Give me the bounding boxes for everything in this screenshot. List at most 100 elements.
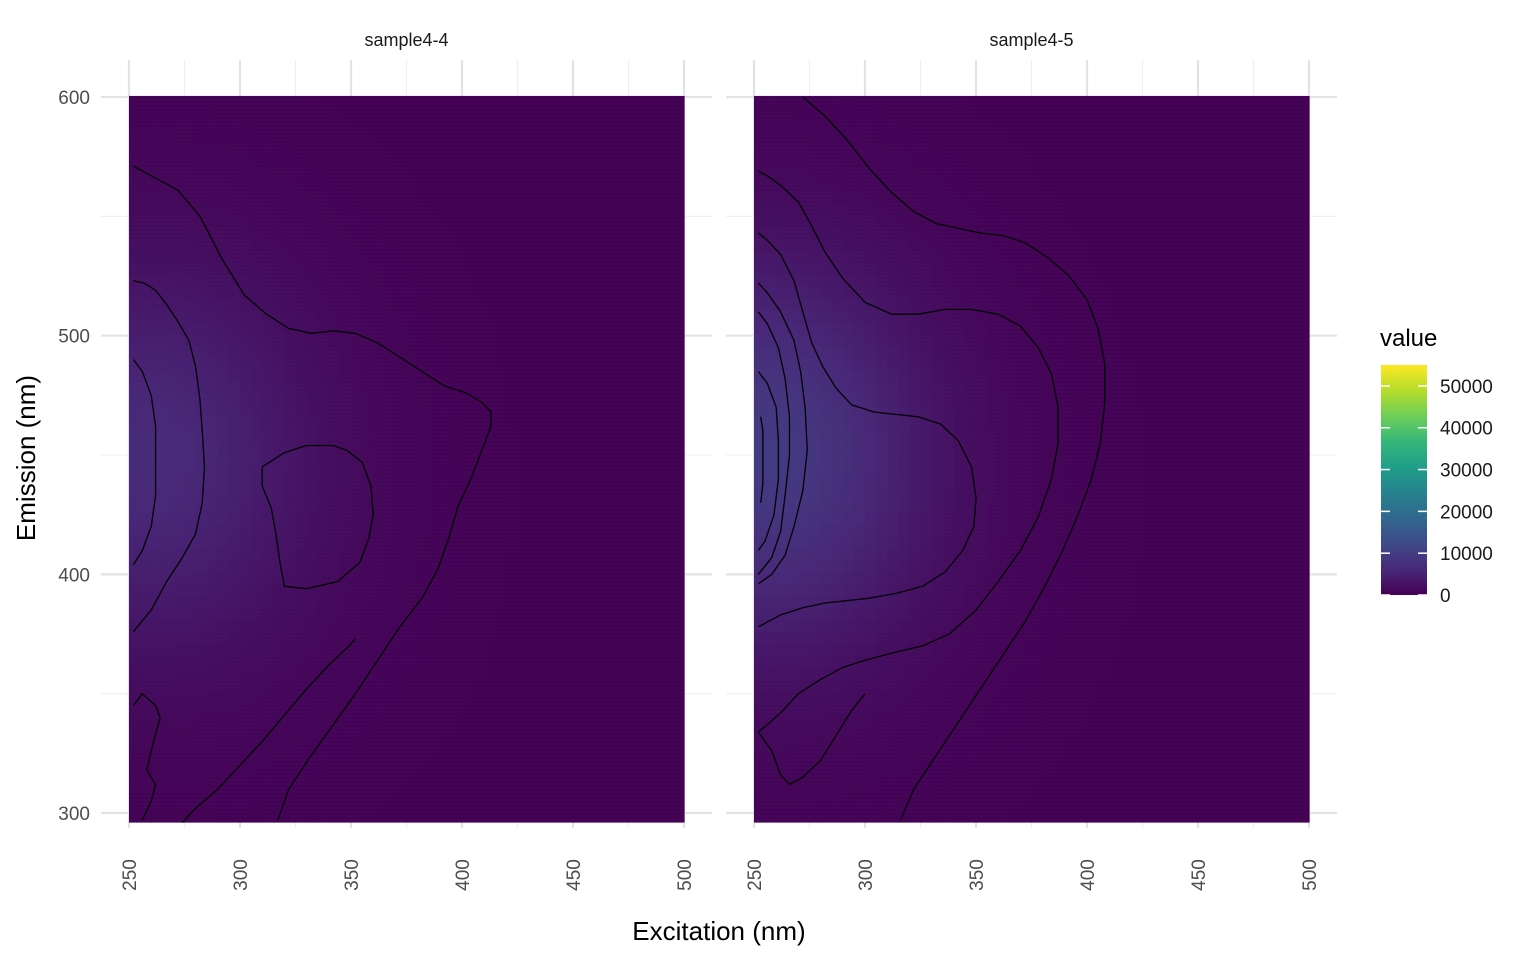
heatmap-cell: [831, 167, 844, 180]
heatmap-cell: [931, 393, 944, 407]
heatmap-cell: [1009, 417, 1021, 430]
heatmap-cell: [1031, 167, 1044, 180]
heatmap-cell: [351, 595, 363, 609]
heatmap-cell: [406, 345, 419, 359]
heatmap-cell: [295, 96, 308, 109]
heatmap-cell: [262, 643, 274, 656]
heatmap-cell: [1142, 345, 1155, 359]
heatmap-cell: [842, 238, 855, 252]
heatmap-cell: [262, 357, 274, 371]
heatmap-cell: [206, 155, 219, 169]
heatmap-cell: [140, 548, 152, 561]
heatmap-cell: [931, 131, 944, 145]
heatmap-cell: [262, 679, 274, 692]
heatmap-cell: [450, 417, 463, 430]
heatmap-cell: [262, 738, 274, 752]
heatmap-cell: [776, 310, 788, 323]
heatmap-cell: [672, 524, 685, 537]
heatmap-cell: [920, 464, 933, 478]
heatmap-cell: [295, 119, 308, 133]
heatmap-cell: [887, 131, 899, 145]
heatmap-cell: [595, 464, 607, 478]
heatmap-cell: [251, 155, 263, 169]
heatmap-cell: [395, 560, 408, 573]
heatmap-cell: [617, 714, 630, 728]
heatmap-cell: [998, 322, 1010, 335]
heatmap-cell: [661, 393, 674, 407]
heatmap-cell: [450, 203, 463, 216]
heatmap-cell: [506, 107, 519, 121]
heatmap-cell: [195, 583, 208, 597]
heatmap-cell: [809, 143, 822, 157]
heatmap-cell: [317, 322, 330, 335]
heatmap-cell: [406, 595, 419, 609]
heatmap-cell: [765, 417, 777, 430]
heatmap-cell: [550, 714, 563, 728]
heatmap-cell: [1153, 215, 1166, 228]
heatmap-cell: [1164, 96, 1177, 109]
heatmap-cell: [406, 393, 419, 407]
heatmap-cell: [1186, 179, 1199, 192]
heatmap-cell: [317, 131, 330, 145]
heatmap-cell: [798, 155, 811, 169]
heatmap-cell: [1153, 107, 1166, 121]
heatmap-cell: [439, 286, 452, 299]
heatmap-cell: [417, 369, 430, 383]
heatmap-cell: [162, 334, 174, 347]
heatmap-cell: [373, 702, 385, 716]
heatmap-cell: [550, 643, 563, 656]
heatmap-cell: [162, 536, 174, 549]
heatmap-cell: [898, 274, 910, 288]
heatmap-cell: [240, 119, 252, 133]
heatmap-cell: [987, 119, 999, 133]
heatmap-cell: [1109, 381, 1121, 395]
heatmap-cell: [450, 726, 463, 740]
heatmap-cell: [295, 488, 308, 502]
heatmap-cell: [1064, 226, 1077, 240]
heatmap-cell: [639, 619, 652, 633]
heatmap-cell: [820, 441, 833, 454]
heatmap-cell: [384, 131, 396, 145]
heatmap-cell: [195, 619, 208, 633]
heatmap-cell: [462, 334, 474, 347]
heatmap-cell: [976, 369, 988, 383]
heatmap-cell: [384, 393, 396, 407]
heatmap-cell: [595, 274, 607, 288]
heatmap-cell: [820, 322, 833, 335]
heatmap-cell: [584, 548, 596, 561]
heatmap-cell: [865, 226, 877, 240]
heatmap-cell: [373, 441, 385, 454]
heatmap-cell: [262, 798, 274, 811]
heatmap-cell: [195, 203, 208, 216]
heatmap-cell: [528, 726, 541, 740]
heatmap-cell: [887, 441, 899, 454]
heatmap-cell: [262, 476, 274, 490]
heatmap-cell: [506, 512, 519, 526]
heatmap-cell: [406, 107, 419, 121]
heatmap-cell: [129, 500, 141, 514]
heatmap-cell: [217, 583, 230, 597]
heatmap-sample4-5: [754, 95, 1310, 823]
heatmap-cell: [953, 119, 966, 133]
heatmap-cell: [373, 726, 385, 740]
heatmap-cell: [953, 203, 966, 216]
heatmap-cell: [650, 238, 663, 252]
heatmap-cell: [273, 334, 285, 347]
heatmap-cell: [976, 488, 988, 502]
heatmap-cell: [450, 345, 463, 359]
heatmap-cell: [273, 762, 285, 775]
heatmap-cell: [1253, 369, 1266, 383]
heatmap-cell: [406, 369, 419, 383]
heatmap-cell: [295, 524, 308, 537]
heatmap-cell: [1075, 298, 1088, 311]
heatmap-cell: [1142, 167, 1155, 180]
heatmap-cell: [351, 107, 363, 121]
heatmap-cell: [853, 334, 866, 347]
heatmap-cell: [595, 798, 607, 811]
heatmap-cell: [1020, 262, 1033, 276]
heatmap-cell: [317, 334, 330, 347]
heatmap-cell: [1275, 226, 1288, 240]
heatmap-cell: [1242, 155, 1255, 169]
heatmap-cell: [262, 345, 274, 359]
heatmap-cell: [561, 262, 574, 276]
